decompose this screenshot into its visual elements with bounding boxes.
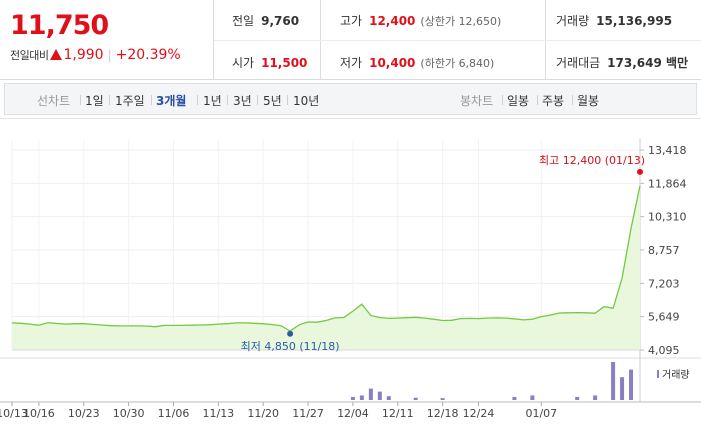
x-tick-label: 10/30 <box>113 407 145 420</box>
change-amount: 1,990 <box>63 47 104 63</box>
tab-1w[interactable]: 1주일 <box>115 94 145 108</box>
lower-limit-label: (하한가 <box>420 57 456 70</box>
high-marker <box>637 168 643 175</box>
volume-legend-label: 거래량 <box>662 369 690 381</box>
prev-close-value: 9,760 <box>261 14 300 28</box>
tab-separator <box>109 95 110 105</box>
low-value: 10,400 <box>369 56 416 70</box>
x-tick-label: 10/16 <box>23 407 55 420</box>
trade-value-value: 173,649 백만 <box>607 56 689 70</box>
x-tick-label: 12/11 <box>382 407 414 420</box>
tab-3m[interactable]: 3개월 <box>156 94 187 108</box>
tab-1y[interactable]: 1년 <box>203 94 222 108</box>
high-annotation: 최고 12,400 (01/13) <box>539 154 645 167</box>
x-tick-label: 11/20 <box>247 407 279 420</box>
x-tick-label: 01/07 <box>525 407 557 420</box>
y-tick-label: 7,203 <box>648 277 680 290</box>
quote-header: 11,750 전일대비 1,990 | +20.39% 전일 9,760 고가 12,40… <box>0 0 701 80</box>
tab-10y[interactable]: 10년 <box>293 94 320 108</box>
trade-value-label: 거래대금 <box>556 56 601 70</box>
tab-separator <box>572 95 573 105</box>
price-area <box>12 185 640 350</box>
y-tick-label: 8,757 <box>648 244 680 257</box>
y-tick-label: 10,310 <box>648 211 687 224</box>
volume-legend-swatch <box>657 370 659 378</box>
stat-low: 저가 10,400 (하한가 6,840) <box>340 54 494 71</box>
volume-bar <box>611 362 616 400</box>
line-chart-label: 선차트 <box>37 94 71 108</box>
volume-bar <box>629 369 634 400</box>
low-label: 저가 <box>340 56 363 70</box>
tab-3y[interactable]: 3년 <box>233 94 252 108</box>
tab-separator <box>502 95 503 105</box>
tab-separator <box>227 95 228 105</box>
tab-separator <box>287 95 288 105</box>
change-row: 전일대비 1,990 | +20.39% <box>10 47 181 63</box>
price-box: 11,750 전일대비 1,990 | +20.39% <box>0 0 214 80</box>
x-tick-label: 11/06 <box>158 407 190 420</box>
x-tick-label: 10/23 <box>68 407 100 420</box>
volume-bar <box>377 391 382 400</box>
prev-close-label: 전일 <box>232 14 255 28</box>
x-tick-label: 11/13 <box>202 407 234 420</box>
high-label: 고가 <box>340 14 363 28</box>
low-annotation: 최저 4,850 (11/18) <box>241 340 340 353</box>
upper-limit-label: (상한가 <box>420 15 456 28</box>
volume-bar <box>368 388 373 400</box>
open-label: 시가 <box>232 56 255 70</box>
upper-limit-value: 12,650) <box>458 15 502 28</box>
change-separator: | <box>107 48 112 62</box>
price-line <box>11 185 641 332</box>
volume-bar <box>350 396 355 400</box>
tab-separator <box>197 95 198 105</box>
volume-value: 15,136,995 <box>596 14 673 28</box>
y-tick-label: 5,649 <box>648 311 680 324</box>
open-value: 11,500 <box>261 56 308 70</box>
tab-separator <box>257 95 258 105</box>
tab-monthly[interactable]: 월봉 <box>577 94 600 108</box>
x-tick-label: 12/18 <box>427 407 459 420</box>
x-tick-label: 11/27 <box>292 407 324 420</box>
tab-weekly[interactable]: 주봉 <box>542 94 565 108</box>
stat-open: 시가 11,500 <box>232 54 307 71</box>
x-tick-label: 10/13 <box>0 407 28 420</box>
price-chart: 13,418 11,864 10,310 8,757 7,203 5,649 4,095 거래… <box>0 118 701 420</box>
up-triangle-icon <box>50 49 63 60</box>
change-label: 전일대비 <box>10 49 49 62</box>
tab-separator <box>151 95 152 105</box>
stat-volume: 거래량 15,136,995 <box>556 12 672 29</box>
period-tab-bar: 선차트 1일 1주일 3개월 1년 3년 5년 10년 봉차트 일봉 주봉 월봉 <box>4 83 697 115</box>
volume-bar <box>620 377 625 400</box>
candle-chart-label: 봉차트 <box>460 94 494 108</box>
high-value: 12,400 <box>369 14 416 28</box>
tab-separator <box>537 95 538 105</box>
stat-prev-close: 전일 9,760 <box>232 12 299 29</box>
volume-bar <box>413 397 418 400</box>
low-marker <box>287 330 294 337</box>
volume-bar <box>359 395 364 400</box>
tab-1d[interactable]: 1일 <box>85 94 104 108</box>
x-tick-label: 12/04 <box>337 407 369 420</box>
volume-bar <box>593 395 598 400</box>
x-tick-label: 12/24 <box>463 407 495 420</box>
volume-label: 거래량 <box>556 14 590 28</box>
stat-high: 고가 12,400 (상한가 12,650) <box>340 12 501 29</box>
header-row-divider <box>214 40 701 41</box>
lower-limit-value: 6,840) <box>458 57 495 70</box>
tab-5y[interactable]: 5년 <box>263 94 282 108</box>
volume-bar <box>575 396 580 400</box>
stat-trade-value: 거래대금 173,649 백만 <box>556 54 688 71</box>
y-tick-label: 11,864 <box>648 177 687 190</box>
volume-bar <box>440 398 445 400</box>
volume-bar <box>512 396 517 400</box>
change-percent: +20.39% <box>115 47 181 63</box>
tab-daily[interactable]: 일봉 <box>507 94 530 108</box>
volume-bar <box>530 395 535 400</box>
y-tick-label: 4,095 <box>648 344 680 357</box>
current-price: 11,750 <box>10 10 109 41</box>
tab-separator <box>80 95 81 105</box>
volume-bar <box>386 396 391 400</box>
y-tick-label: 13,418 <box>648 144 687 157</box>
